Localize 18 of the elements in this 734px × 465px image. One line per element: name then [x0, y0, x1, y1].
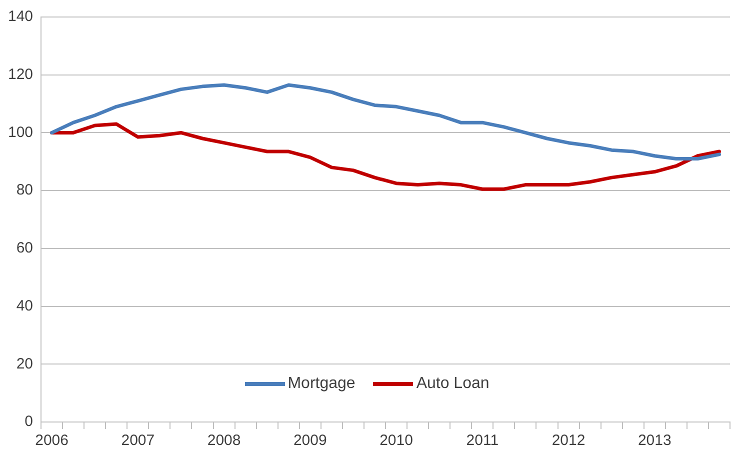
- x-tick-label: 2008: [207, 432, 241, 450]
- x-tick-label: 2012: [552, 432, 586, 450]
- legend-label: Auto Loan: [416, 375, 490, 393]
- y-tick-label: 80: [16, 182, 34, 199]
- y-tick-label: 60: [16, 240, 34, 257]
- y-tick-label: 120: [8, 66, 34, 83]
- x-tick-label: 2013: [638, 432, 672, 450]
- y-tick-label: 0: [24, 413, 34, 430]
- x-tick-label: 2007: [121, 432, 155, 450]
- x-tick-label: 2011: [466, 432, 499, 450]
- x-tick-label: 2006: [35, 432, 68, 450]
- y-tick-label: 140: [8, 8, 34, 26]
- legend-label: Mortgage: [288, 375, 356, 393]
- y-tick-label: 20: [16, 355, 34, 372]
- x-tick-label: 2010: [380, 432, 413, 450]
- x-tick-label: 2009: [293, 432, 327, 450]
- y-tick-label: 100: [8, 124, 34, 141]
- y-tick-label: 40: [16, 297, 34, 314]
